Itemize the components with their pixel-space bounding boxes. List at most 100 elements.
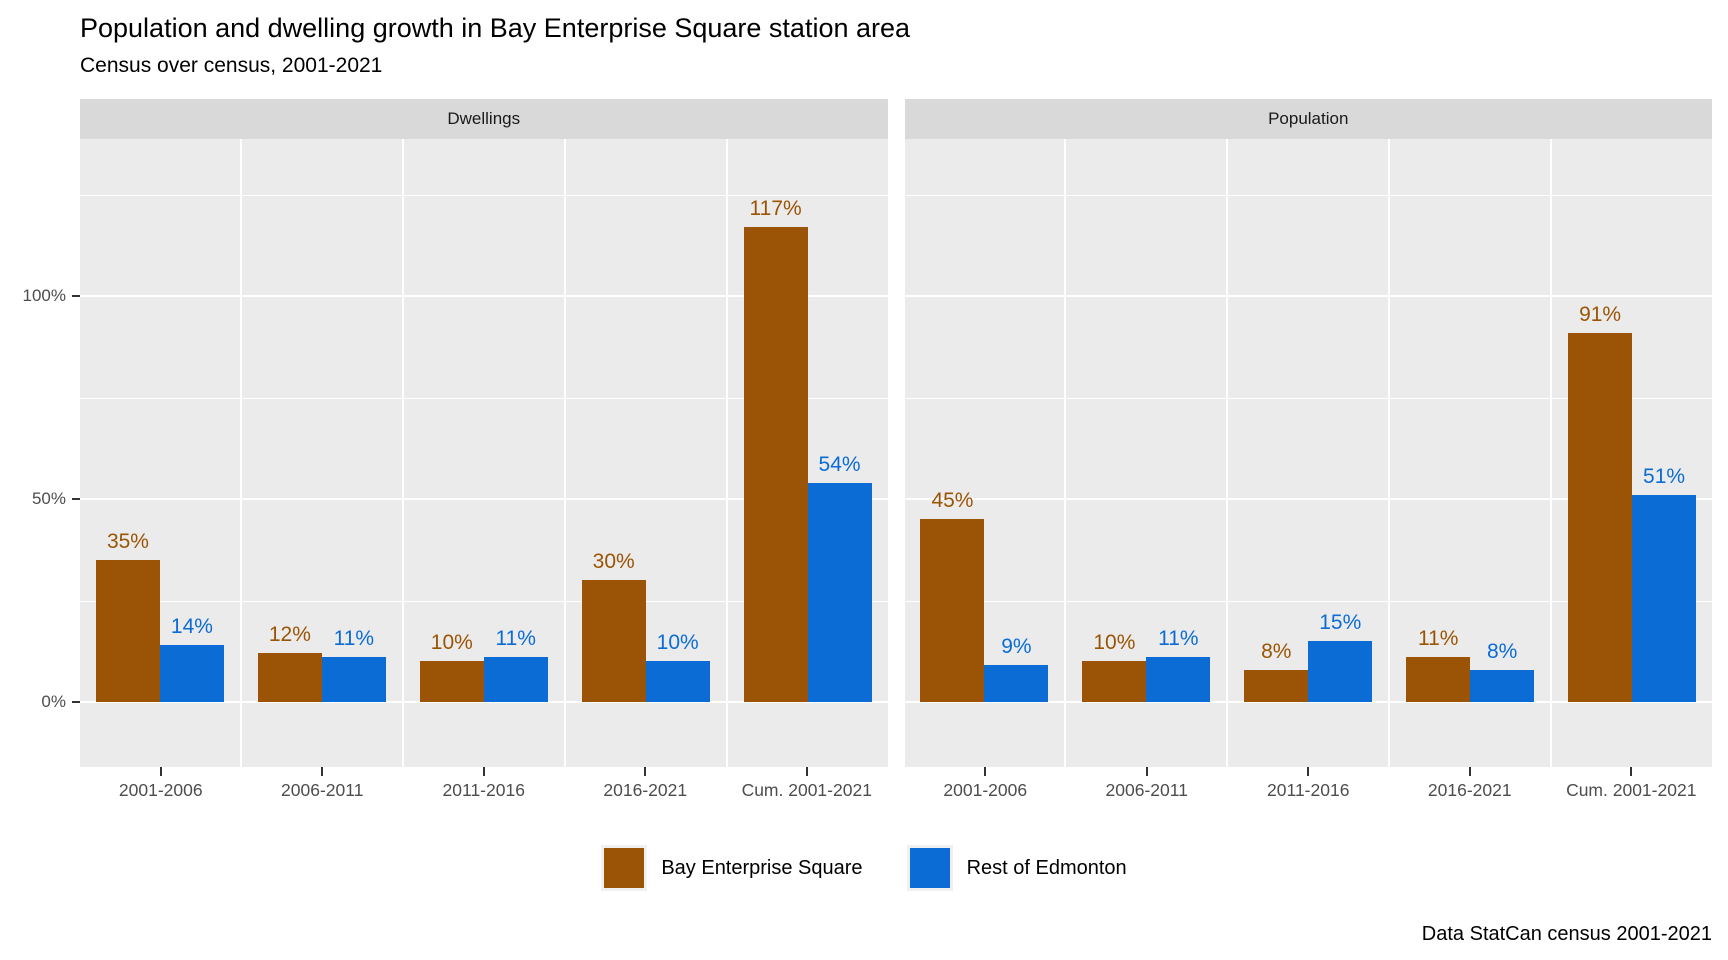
gridline-minor <box>80 194 888 196</box>
bar-column: 91% <box>1568 303 1633 702</box>
x-tick-label: 2011-2016 <box>1267 780 1350 800</box>
facet-strip-label: Population <box>1268 109 1349 128</box>
bar-column: 14% <box>159 615 224 702</box>
x-tick-mark <box>321 767 324 776</box>
facet-panel-population: 45% 9% 10% 11% 8% 15% 11% 8% 91% 51% <box>904 139 1712 767</box>
bar-rest-of-edmonton <box>1308 641 1373 702</box>
y-axis: 0% 50% 100% <box>0 99 80 801</box>
bar-value-label: 8% <box>1486 639 1518 663</box>
gridline-major <box>80 295 888 297</box>
bar-bay-enterprise-square <box>1406 657 1471 702</box>
bar-rest-of-edmonton <box>159 645 224 702</box>
x-tick-label: Cum. 2001-2021 <box>741 780 872 800</box>
x-axis-category: 2001-2006 <box>80 767 242 801</box>
category-group: 117% 54% <box>725 139 888 767</box>
bar-column: 11% <box>483 627 548 702</box>
bar-value-label: 45% <box>931 489 974 513</box>
facet-population: Population 45% 9% 10% 11% 8% 15% 11% 8% 91% 51% 2… <box>904 99 1712 801</box>
y-tick-mark <box>72 498 80 500</box>
category-group: 30% 10% <box>563 139 726 767</box>
bar-column: 9% <box>984 635 1049 702</box>
bar-value-label: 91% <box>1579 302 1622 326</box>
x-tick-label: 2006-2011 <box>1105 780 1188 800</box>
x-tick-mark <box>159 767 162 776</box>
bar-value-label: 35% <box>106 529 149 553</box>
bar-rest-of-edmonton <box>1632 494 1697 702</box>
x-axis-category: 2011-2016 <box>1228 767 1390 801</box>
category-group: 45% 9% <box>905 139 1065 767</box>
bar-bay-enterprise-square <box>1082 661 1147 702</box>
gridline-minor <box>80 397 888 399</box>
bar-bay-enterprise-square <box>1568 332 1633 702</box>
bar-pair: 45% 9% <box>920 489 1049 702</box>
facet-panel-dwellings: 35% 14% 12% 11% 10% 11% 30% 10% 117% 54% <box>80 139 888 767</box>
x-axis-category: 2016-2021 <box>565 767 727 801</box>
x-tick-mark <box>984 767 987 776</box>
x-tick-mark <box>482 767 485 776</box>
y-tick-mark <box>72 295 80 297</box>
bar-pair: 10% 11% <box>419 627 548 702</box>
bar-column: 117% <box>743 197 808 702</box>
gridline-major <box>904 498 1712 500</box>
x-axis-category: 2001-2006 <box>905 767 1067 801</box>
bar-column: 11% <box>1406 627 1471 702</box>
bar-pair: 117% 54% <box>743 197 872 702</box>
bar-bay-enterprise-square <box>95 559 160 702</box>
y-tick-label: 0% <box>41 692 66 711</box>
legend-swatch-brown <box>604 848 645 888</box>
bar-value-label: 51% <box>1643 464 1686 488</box>
x-tick-mark <box>805 767 808 776</box>
gridline-minor <box>904 600 1712 602</box>
legend-label: Bay Enterprise Square <box>661 856 863 879</box>
bar-column: 10% <box>419 631 484 702</box>
faceted-bar-chart: 0% 50% 100% Dwellings 35% 14% 12% 11% 10% 11% 30… <box>0 99 1728 801</box>
x-tick-label: 2006-2011 <box>281 780 364 800</box>
bar-value-label: 11% <box>495 627 536 651</box>
bar-rest-of-edmonton <box>483 657 548 702</box>
y-tick-label: 50% <box>31 489 66 508</box>
bar-bay-enterprise-square <box>743 226 808 702</box>
bar-column: 8% <box>1244 640 1309 702</box>
bar-column: 30% <box>581 550 646 702</box>
category-group: 10% 11% <box>401 139 564 767</box>
legend-item-bay-enterprise-square: Bay Enterprise Square <box>601 845 863 891</box>
bar-column: 12% <box>257 623 322 702</box>
x-tick-label: 2001-2006 <box>943 780 1028 800</box>
bar-pair: 30% 10% <box>581 550 710 702</box>
y-tick-mark <box>72 701 80 703</box>
bar-column: 35% <box>95 530 160 702</box>
data-source-caption: Data StatCan census 2001-2021 <box>1421 923 1712 945</box>
gridline-minor <box>80 600 888 602</box>
bar-pair: 8% 15% <box>1244 611 1373 702</box>
bar-column: 51% <box>1632 465 1697 702</box>
x-axis-dwellings: 2001-2006 2006-2011 2011-2016 2016-2021 Cum.… <box>80 767 888 801</box>
bar-column: 8% <box>1470 640 1535 702</box>
bar-bay-enterprise-square <box>581 580 646 702</box>
bar-value-label: 12% <box>268 623 311 647</box>
bar-column: 45% <box>920 489 985 702</box>
bar-value-label: 8% <box>1261 639 1292 663</box>
gridline-minor <box>904 194 1712 196</box>
bar-groups: 35% 14% 12% 11% 10% 11% 30% 10% 117% 54% <box>80 139 888 767</box>
bar-column: 15% <box>1308 611 1373 702</box>
bar-value-label: 54% <box>818 452 861 476</box>
bar-value-label: 11% <box>1158 627 1199 651</box>
bar-rest-of-edmonton <box>1146 657 1211 702</box>
legend-key <box>906 845 953 891</box>
bar-pair: 10% 11% <box>1082 627 1211 702</box>
bar-bay-enterprise-square <box>1244 669 1309 702</box>
bar-value-label: 30% <box>592 550 635 574</box>
bar-value-label: 10% <box>656 631 699 655</box>
y-tick-label: 100% <box>22 286 66 305</box>
bar-bay-enterprise-square <box>257 653 322 702</box>
bar-pair: 11% 8% <box>1406 627 1535 702</box>
bar-bay-enterprise-square <box>920 519 985 702</box>
bar-pair: 91% 51% <box>1568 303 1697 702</box>
bar-rest-of-edmonton <box>645 661 710 702</box>
x-axis-category: 2006-2011 <box>1066 767 1228 801</box>
bar-pair: 12% 11% <box>257 623 386 702</box>
gridline-minor <box>904 397 1712 399</box>
x-tick-mark <box>1145 767 1148 776</box>
bar-pair: 35% 14% <box>95 530 224 702</box>
bar-value-label: 10% <box>430 631 473 655</box>
